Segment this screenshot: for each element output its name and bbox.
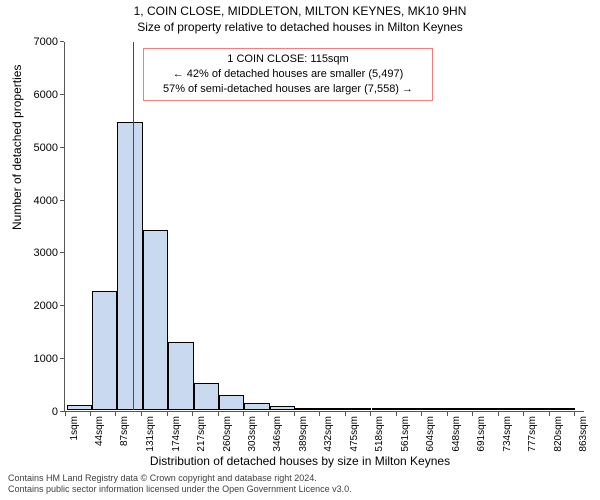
y-tick-label: 0	[18, 406, 58, 418]
x-tick-label: 174sqm	[171, 416, 182, 452]
y-tick-mark	[60, 41, 64, 42]
annotation-line: 57% of semi-detached houses are larger (…	[150, 82, 426, 97]
x-tick-label: 820sqm	[553, 416, 564, 452]
y-tick-mark	[60, 358, 64, 359]
footer-line: Contains public sector information licen…	[8, 484, 352, 496]
title-line2: Size of property relative to detached ho…	[0, 20, 600, 34]
histogram-bar	[422, 408, 447, 410]
x-tick-label: 475sqm	[349, 416, 360, 452]
x-tick-mark	[345, 412, 346, 416]
x-tick-mark	[421, 412, 422, 416]
x-tick-mark	[294, 412, 295, 416]
x-tick-label: 1sqm	[69, 416, 80, 440]
y-tick-mark	[60, 147, 64, 148]
x-tick-label: 777sqm	[527, 416, 538, 452]
x-tick-label: 518sqm	[374, 416, 385, 452]
histogram-bar	[372, 408, 397, 410]
y-tick-label: 4000	[18, 195, 58, 207]
x-tick-label: 432sqm	[323, 416, 334, 452]
histogram-bar	[143, 230, 168, 410]
y-tick-label: 7000	[18, 36, 58, 48]
histogram-bar	[244, 403, 269, 410]
x-tick-mark	[447, 412, 448, 416]
histogram-bar	[270, 406, 295, 410]
chart-container: 1, COIN CLOSE, MIDDLETON, MILTON KEYNES,…	[0, 0, 600, 500]
histogram-bar	[92, 291, 117, 410]
x-tick-label: 44sqm	[94, 416, 105, 446]
histogram-bar	[321, 408, 346, 410]
footer-line: Contains HM Land Registry data © Crown c…	[8, 473, 352, 485]
y-tick-label: 1000	[18, 353, 58, 365]
x-tick-label: 561sqm	[400, 416, 411, 452]
chart-wrap: 1 COIN CLOSE: 115sqm ← 42% of detached h…	[64, 42, 584, 412]
x-tick-mark	[574, 412, 575, 416]
histogram-bar	[346, 408, 371, 410]
x-tick-label: 863sqm	[578, 416, 589, 452]
x-tick-label: 389sqm	[298, 416, 309, 452]
x-tick-mark	[319, 412, 320, 416]
x-tick-mark	[549, 412, 550, 416]
x-tick-mark	[192, 412, 193, 416]
y-tick-mark	[60, 305, 64, 306]
y-tick-label: 6000	[18, 89, 58, 101]
histogram-bar	[219, 395, 244, 410]
histogram-bar	[499, 408, 524, 410]
x-tick-mark	[167, 412, 168, 416]
y-tick-mark	[60, 200, 64, 201]
footer-block: Contains HM Land Registry data © Crown c…	[8, 473, 352, 496]
plot-area: 1 COIN CLOSE: 115sqm ← 42% of detached h…	[64, 42, 584, 412]
y-tick-mark	[60, 94, 64, 95]
x-tick-mark	[65, 412, 66, 416]
reference-line	[133, 42, 134, 410]
y-tick-mark	[60, 411, 64, 412]
titles-block: 1, COIN CLOSE, MIDDLETON, MILTON KEYNES,…	[0, 0, 600, 34]
x-tick-mark	[472, 412, 473, 416]
annotation-line: 1 COIN CLOSE: 115sqm	[150, 52, 426, 67]
x-tick-label: 87sqm	[119, 416, 130, 446]
x-tick-label: 604sqm	[425, 416, 436, 452]
histogram-bar	[473, 408, 498, 410]
x-tick-mark	[218, 412, 219, 416]
x-tick-label: 303sqm	[247, 416, 258, 452]
histogram-bar	[295, 408, 320, 410]
histogram-bar	[117, 122, 142, 410]
histogram-bar	[194, 383, 219, 410]
x-tick-label: 131sqm	[145, 416, 156, 452]
y-tick-mark	[60, 252, 64, 253]
x-tick-mark	[115, 412, 116, 416]
x-tick-label: 260sqm	[222, 416, 233, 452]
histogram-bar	[524, 408, 549, 410]
x-axis-label: Distribution of detached houses by size …	[0, 454, 600, 468]
y-tick-label: 5000	[18, 142, 58, 154]
x-tick-mark	[523, 412, 524, 416]
histogram-bar	[168, 342, 193, 410]
histogram-bar	[67, 405, 92, 410]
x-tick-mark	[396, 412, 397, 416]
x-tick-mark	[268, 412, 269, 416]
histogram-bar	[549, 408, 574, 410]
histogram-bar	[397, 408, 422, 410]
annotation-line: ← 42% of detached houses are smaller (5,…	[150, 67, 426, 82]
annotation-box: 1 COIN CLOSE: 115sqm ← 42% of detached h…	[143, 48, 433, 101]
y-tick-label: 2000	[18, 300, 58, 312]
x-tick-mark	[370, 412, 371, 416]
histogram-bar	[448, 408, 473, 410]
x-tick-label: 648sqm	[451, 416, 462, 452]
x-tick-mark	[141, 412, 142, 416]
x-tick-mark	[498, 412, 499, 416]
x-tick-label: 734sqm	[502, 416, 513, 452]
x-tick-mark	[90, 412, 91, 416]
x-tick-label: 691sqm	[476, 416, 487, 452]
x-tick-label: 217sqm	[196, 416, 207, 452]
x-tick-label: 346sqm	[272, 416, 283, 452]
y-tick-label: 3000	[18, 247, 58, 259]
x-tick-mark	[243, 412, 244, 416]
title-line1: 1, COIN CLOSE, MIDDLETON, MILTON KEYNES,…	[0, 4, 600, 18]
